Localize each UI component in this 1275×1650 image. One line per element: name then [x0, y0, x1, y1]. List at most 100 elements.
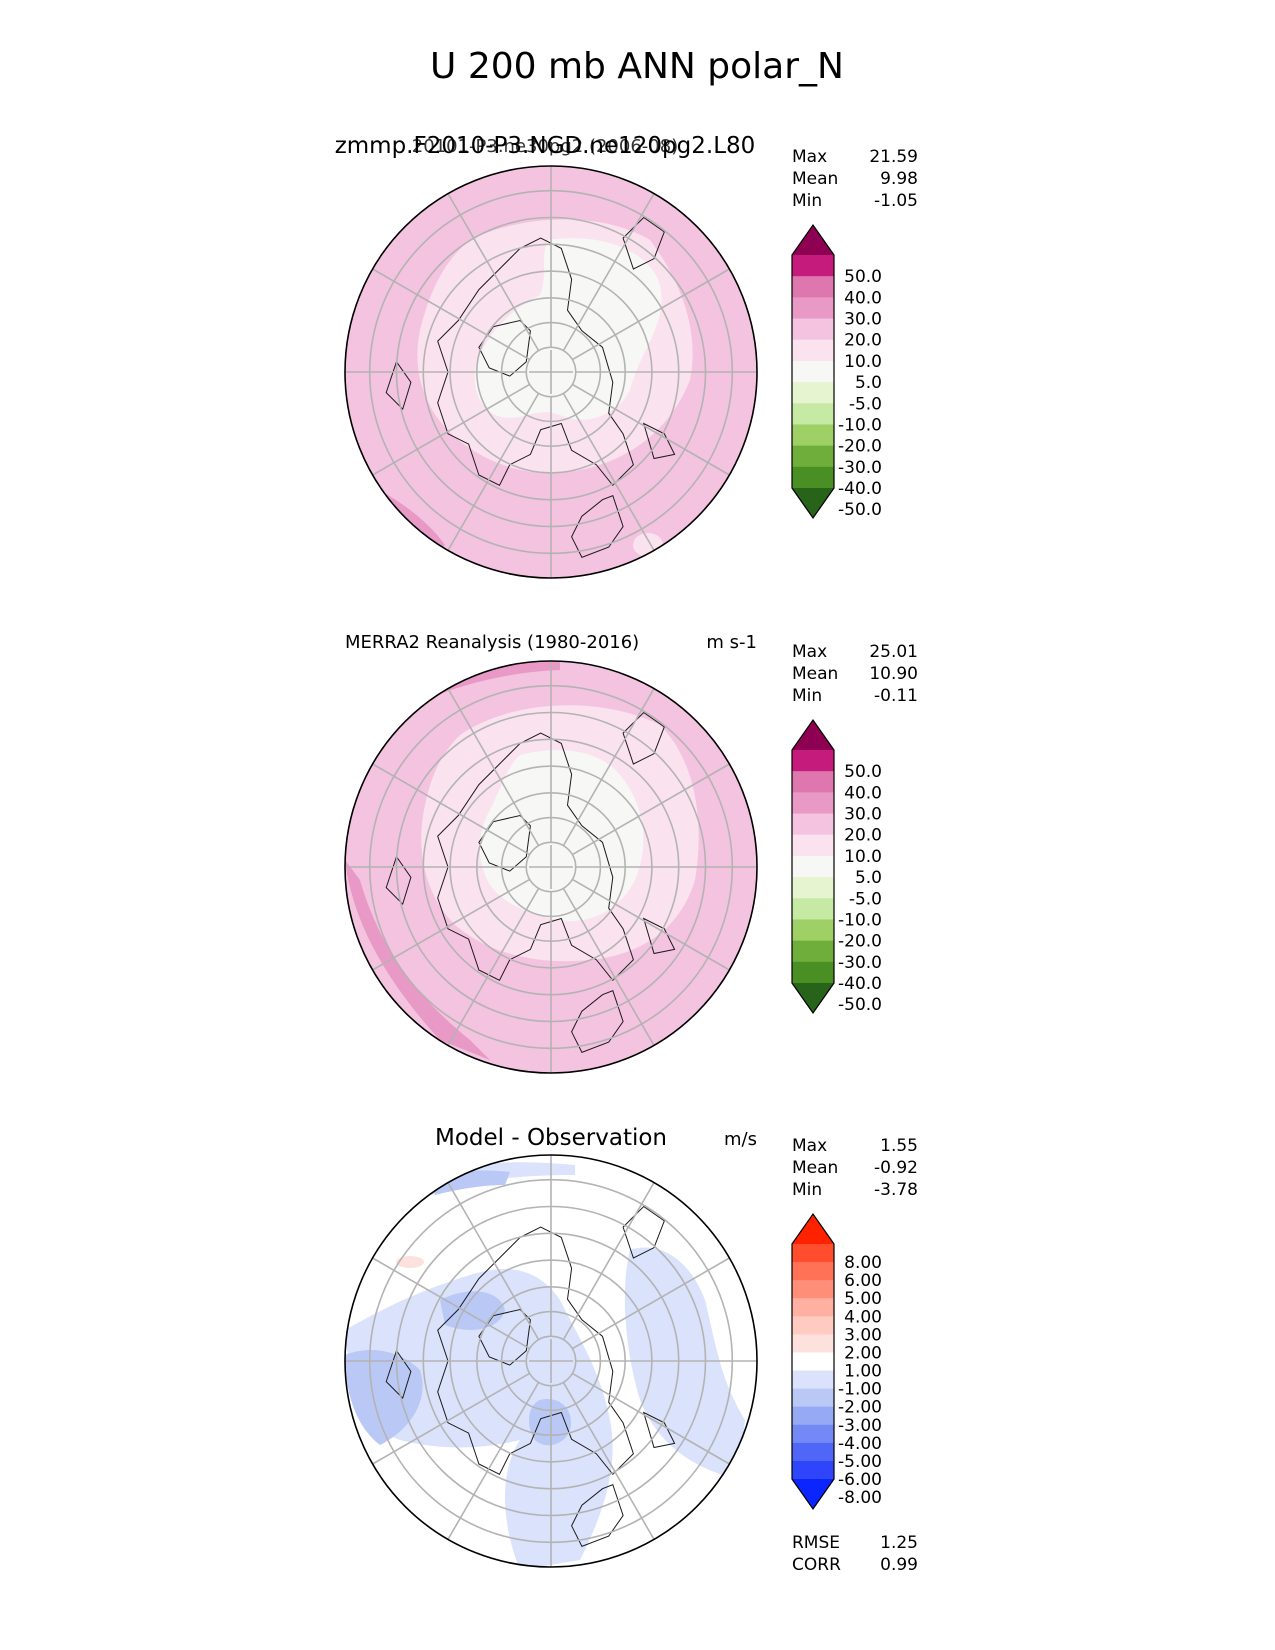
stat-value-rmse: 1.25 [880, 1533, 918, 1553]
coastline [622, 1205, 665, 1259]
colorbar-segment [792, 792, 834, 815]
meridian-gridline [562, 1382, 655, 1540]
stat-value-max: 25.01 [869, 642, 918, 662]
coastline [437, 1226, 634, 1476]
coastline [571, 989, 624, 1054]
colorbar-segment [792, 297, 834, 320]
stat-label-min: Min [792, 1180, 822, 1200]
colorbar-segment [792, 813, 834, 836]
coastline [437, 732, 634, 982]
meridian-gridline [447, 393, 540, 551]
stat-value-mean: 9.98 [880, 169, 918, 189]
meridian-gridline [447, 1182, 540, 1340]
stat-value-min: -0.11 [874, 686, 918, 706]
colorbar-tick-label: 2.00 [844, 1343, 882, 1363]
coastline [622, 711, 665, 765]
map-border [344, 660, 758, 1074]
colorbar-tick-label: -10.0 [838, 415, 882, 435]
colorbar-reference: 50.040.030.020.010.05.0-5.0-10.0-20.0-30… [791, 718, 882, 1015]
panel-diff-title: Model - Observation [435, 1125, 667, 1151]
meridian-gridline [562, 688, 655, 846]
stat-value-max: 1.55 [880, 1136, 918, 1156]
colorbar-segment [792, 445, 834, 468]
meridian-gridline [372, 383, 530, 476]
meridian-gridline [572, 1372, 730, 1465]
colorbar-tick-label: 40.0 [844, 783, 882, 803]
colorbar-segment [792, 1370, 834, 1390]
panel-diff-units: m/s [724, 1129, 757, 1150]
stat-label-mean: Mean [792, 1158, 838, 1178]
colorbar-tick-label: 30.0 [844, 805, 882, 825]
stat-label-min: Min [792, 686, 822, 706]
colorbar-tick-label: 20.0 [844, 331, 882, 351]
colorbar-segment [792, 276, 834, 298]
colorbar-tick-label: -40.0 [838, 974, 882, 994]
colorbar-tick-label: -40.0 [838, 479, 882, 499]
colorbar-tick-label: -4.00 [838, 1434, 882, 1454]
colorbar-segment [792, 1460, 834, 1480]
coastline [642, 422, 676, 460]
colorbar-extend-max [792, 720, 834, 750]
coastline [642, 917, 676, 955]
colorbar-diff: 8.006.005.004.003.002.001.00-1.00-2.00-3… [791, 1212, 882, 1511]
meridian-gridline [562, 193, 655, 351]
colorbar-tick-label: 5.0 [855, 373, 882, 393]
coastline [437, 237, 634, 487]
meridian-gridline [572, 383, 730, 476]
meridian-gridline [447, 1382, 540, 1540]
colorbar-tick-label: -1.00 [838, 1380, 882, 1400]
stat-value-max: 21.59 [869, 147, 918, 167]
colorbar-segment [792, 771, 834, 793]
contour-m2tom3 [345, 1350, 423, 1445]
meridian-gridline [372, 268, 530, 361]
colorbar-tick-label: 10.0 [844, 847, 882, 867]
colorbar-tick-label: 20.0 [844, 826, 882, 846]
stat-label-corr: CORR [792, 1555, 841, 1575]
meridian-gridline [372, 1257, 530, 1350]
colorbar-tick-label: -30.0 [838, 458, 882, 478]
colorbar-segment [792, 961, 834, 984]
stat-label-max: Max [792, 1136, 827, 1156]
stat-label-rmse: RMSE [792, 1533, 840, 1553]
colorbar-tick-label: -6.00 [838, 1470, 882, 1490]
meridian-gridline [572, 1257, 730, 1350]
colorbar-segment [792, 466, 834, 489]
colorbar-tick-label: 4.00 [844, 1307, 882, 1327]
meridian-gridline [447, 193, 540, 351]
meridian-gridline [372, 878, 530, 971]
colorbar-segment [792, 750, 834, 772]
colorbar-tick-label: -5.0 [849, 889, 882, 909]
map-overlay-3 [345, 1155, 757, 1567]
colorbar-extend-min [792, 1479, 834, 1509]
colorbar-segment [792, 1406, 834, 1426]
colorbar-tick-label: 8.00 [844, 1253, 882, 1273]
colorbar-tick-label: 5.00 [844, 1289, 882, 1309]
contour-1to2 [396, 1256, 424, 1268]
stat-label-mean: Mean [792, 169, 838, 189]
colorbar-segment [792, 898, 834, 920]
meridian-gridline [572, 878, 730, 971]
colorbar-segment [792, 403, 834, 425]
colorbar-segment [792, 360, 834, 383]
colorbar-outline [791, 223, 835, 520]
colorbar-tick-label: -30.0 [838, 953, 882, 973]
colorbar-tick-label: -2.00 [838, 1398, 882, 1418]
colorbar-segment [792, 1352, 834, 1372]
coastline [642, 1411, 676, 1449]
colorbar-segment [792, 255, 834, 277]
colorbar-segment [792, 919, 834, 942]
map-border [344, 165, 758, 579]
stat-label-min: Min [792, 191, 822, 211]
map-overlay-1 [345, 166, 757, 578]
colorbar-segment [792, 1280, 834, 1299]
colorbar-tick-label: -3.00 [838, 1416, 882, 1436]
colorbar-tick-label: -5.0 [849, 394, 882, 414]
contour-m1tom2 [345, 1269, 613, 1567]
coastline [571, 1483, 624, 1548]
stat-value-corr: 0.99 [880, 1555, 918, 1575]
contour-5to10 [479, 750, 644, 921]
meridian-gridline [447, 688, 540, 846]
colorbar-segment [792, 1424, 834, 1444]
colorbar-extend-min [792, 488, 834, 518]
